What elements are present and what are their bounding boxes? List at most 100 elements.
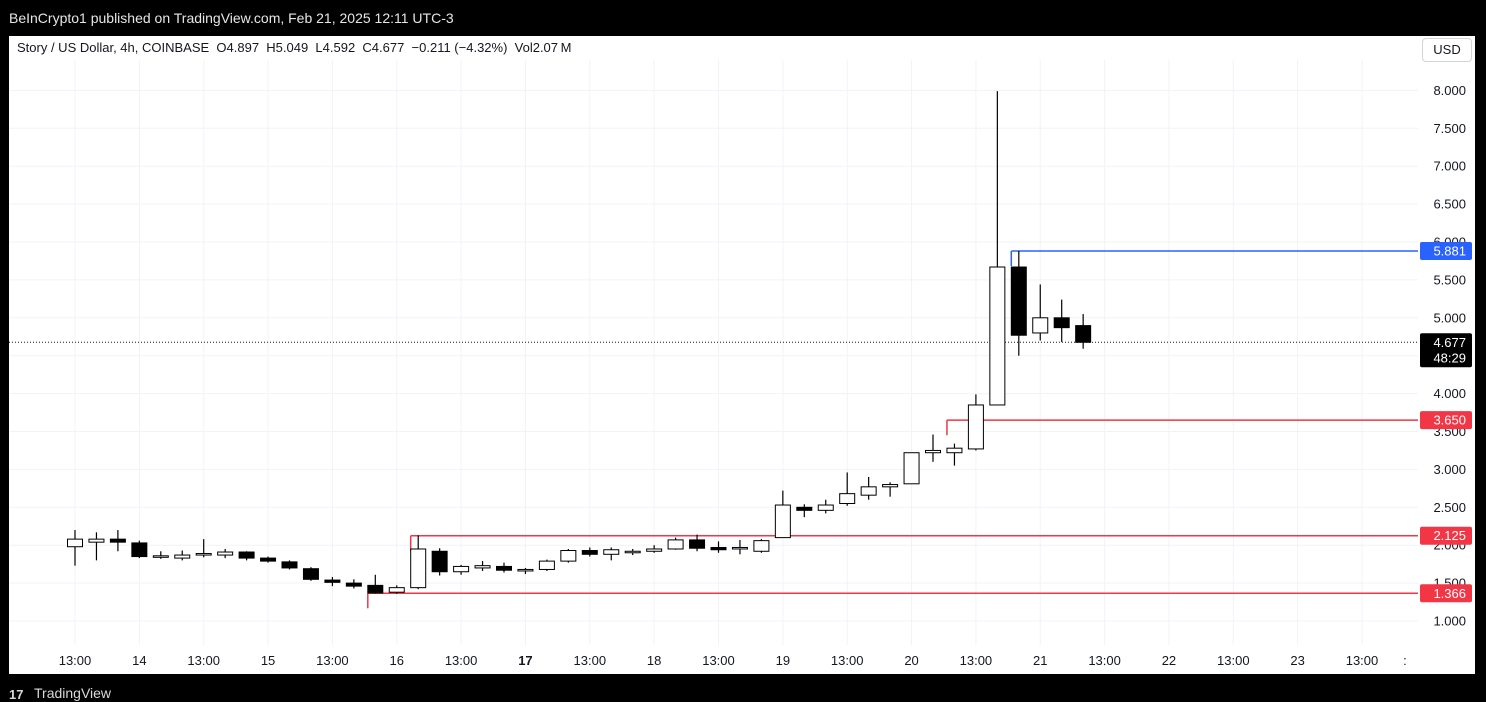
x-tick-label: 14 <box>132 653 146 668</box>
candle-up <box>603 549 620 555</box>
x-tick-label: 13:00 <box>831 653 864 668</box>
published-text: BeInCrypto1 published on TradingView.com… <box>9 10 454 26</box>
candle-up <box>753 540 770 552</box>
candle-up <box>646 548 663 552</box>
x-tick-label: 13:00 <box>960 653 993 668</box>
symbol-info: Story / US Dollar, 4h, COINBASE O4.897 H… <box>17 40 572 55</box>
candle-up <box>989 266 1006 406</box>
support-price-tag-bg <box>1420 584 1472 603</box>
candle-up <box>152 555 169 558</box>
candle-up <box>538 560 555 570</box>
candle-down <box>324 579 341 583</box>
candle-up <box>217 551 234 556</box>
tradingview-logo-icon: 17 <box>9 687 24 702</box>
footer <box>0 676 1486 702</box>
candle-down <box>260 557 277 562</box>
candle-up <box>839 493 856 505</box>
candle-down <box>367 584 384 594</box>
candle-down <box>131 542 148 558</box>
y-tick-label: 3.000 <box>1433 462 1466 477</box>
time-axis: 13:00 14 13:00 15 13:00 16 13:00 17 13:00 18 13:00… <box>59 653 1407 668</box>
candle-down <box>431 550 448 573</box>
candle-up <box>774 504 791 539</box>
candle-up <box>88 538 105 543</box>
y-tick-label: 2.500 <box>1433 500 1466 515</box>
candle-up <box>967 404 984 450</box>
x-tick-label: 13:00 <box>316 653 349 668</box>
y-tick-label: 6.500 <box>1433 197 1466 212</box>
candle-up <box>474 565 491 569</box>
candle-up <box>67 538 83 548</box>
x-tick-label: 13:00 <box>1346 653 1379 668</box>
support-price-tag-bg <box>1420 526 1472 545</box>
x-tick-label: 17 <box>518 653 532 668</box>
candle-up <box>560 550 577 562</box>
x-tick-label: 13:00 <box>445 653 478 668</box>
candle-down <box>109 538 126 543</box>
candle-down <box>496 565 512 571</box>
candle-up <box>925 449 941 454</box>
resistance-price-tag: 5.881 <box>1433 244 1466 259</box>
candle-up <box>410 548 427 589</box>
candle-up <box>882 484 899 488</box>
y-tick-label: 8.000 <box>1433 83 1466 98</box>
chart-panel[interactable] <box>9 36 1475 674</box>
candle-down <box>1053 317 1070 329</box>
candle-down <box>796 506 813 511</box>
publish-header: BeInCrypto1 published on TradingView.com… <box>0 0 1486 36</box>
candle-up <box>667 539 684 550</box>
candle-up <box>453 565 470 573</box>
x-tick-label: 22 <box>1162 653 1176 668</box>
y-tick-label: 7.500 <box>1433 121 1466 136</box>
x-tick-label: 23 <box>1290 653 1304 668</box>
candle-up <box>195 553 212 556</box>
currency-button[interactable]: USD <box>1422 38 1472 62</box>
candle-down <box>281 561 298 569</box>
x-tick-label: 13:00 <box>574 653 607 668</box>
current-price-tag-bg <box>1420 333 1472 368</box>
candle-up <box>624 550 641 554</box>
y-tick-label: 7.000 <box>1433 159 1466 174</box>
resistance-price-tag-bg <box>1420 242 1472 261</box>
candles <box>67 91 1092 594</box>
candle-up <box>817 504 834 511</box>
x-tick-label: 13:00 <box>1088 653 1121 668</box>
grid <box>9 60 1418 645</box>
x-tick-label: 13:00 <box>59 653 92 668</box>
level-lines <box>9 250 1418 609</box>
y-tick-label: 5.000 <box>1433 310 1466 325</box>
x-tick-label: 13:00 <box>702 653 735 668</box>
x-tick-label: 19 <box>776 653 790 668</box>
candle-up <box>517 568 534 572</box>
x-tick-label: 13:00 <box>187 653 220 668</box>
x-tick-label: 16 <box>390 653 404 668</box>
candle-up <box>1032 317 1049 334</box>
candle-down <box>1010 266 1027 336</box>
candle-down <box>581 550 598 555</box>
candle-up <box>946 447 963 454</box>
candle-up <box>174 554 191 559</box>
bar-countdown: 48:29 <box>1433 350 1466 365</box>
x-tick-label: 18 <box>647 653 661 668</box>
candle-down <box>1075 325 1092 343</box>
current-price-tag: 4.677 <box>1433 335 1466 350</box>
y-tick-label: 1.000 <box>1433 614 1466 629</box>
candle-down <box>345 582 362 587</box>
x-tick-label: 21 <box>1033 653 1047 668</box>
x-tick-label: 13:00 <box>1217 653 1250 668</box>
support-price-tag-bg <box>1420 411 1472 430</box>
support-price-tag: 2.125 <box>1433 528 1466 543</box>
candle-up <box>860 486 877 496</box>
x-tick-label: 15 <box>261 653 275 668</box>
x-tick-label: 20 <box>904 653 918 668</box>
candle-down <box>238 551 255 559</box>
y-tick-label: 5.500 <box>1433 272 1466 287</box>
candle-down <box>302 568 319 580</box>
candle-down <box>710 546 727 551</box>
candle-up <box>731 546 748 550</box>
support-price-tag: 1.366 <box>1433 586 1466 601</box>
y-tick-label: 4.000 <box>1433 386 1466 401</box>
x-tick-label: : <box>1403 653 1407 668</box>
